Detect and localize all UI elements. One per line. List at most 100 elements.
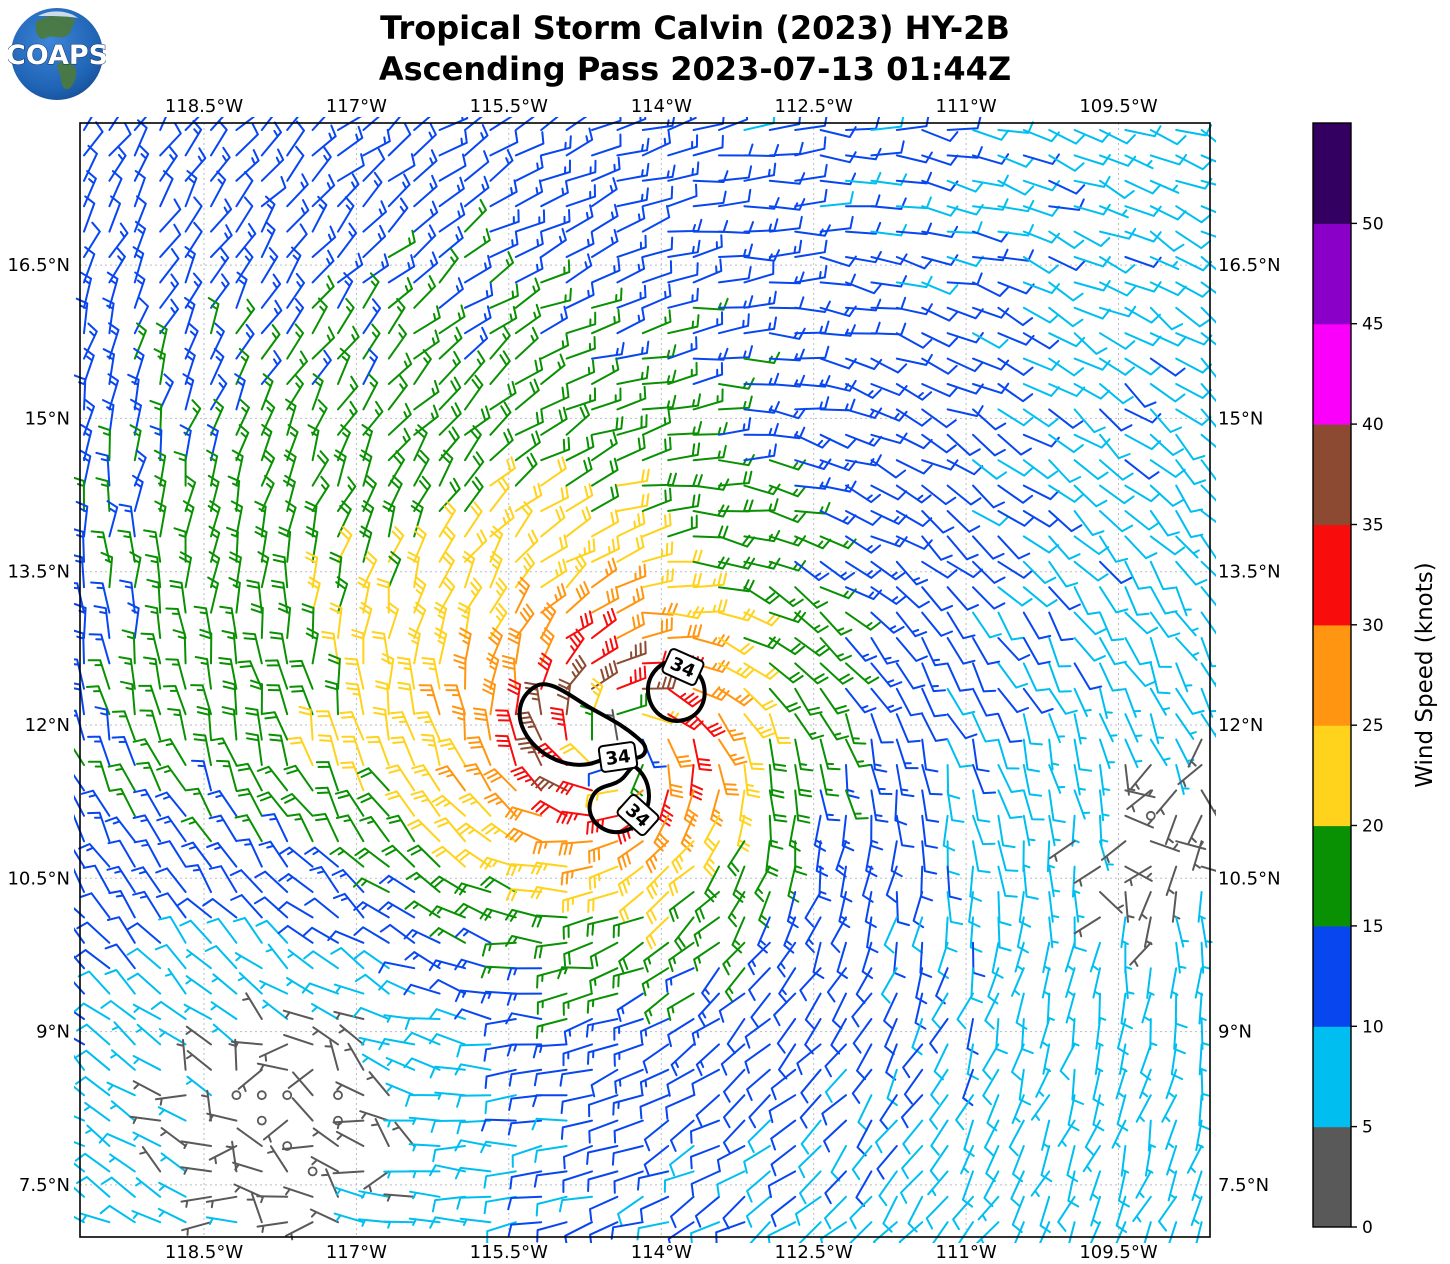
wind-barb: [413, 349, 432, 385]
wind-barb: [750, 992, 771, 1028]
wind-barb: [266, 684, 289, 716]
wind-barb: [794, 764, 813, 798]
wind-barb: [253, 896, 289, 919]
wind-barb: [957, 1221, 974, 1243]
wind-barb: [692, 686, 730, 701]
wind-barb: [74, 773, 85, 792]
wind-barb: [246, 1192, 263, 1224]
wind-barb: [870, 275, 908, 288]
wind-barb: [795, 1195, 822, 1226]
wind-barb: [925, 1195, 949, 1230]
wind-barb: [287, 813, 314, 843]
wind-barb: [208, 551, 221, 589]
colorbar-tick-label: 45: [1362, 315, 1384, 335]
wind-barb: [591, 387, 622, 411]
wind-barb: [127, 602, 140, 639]
wind-barb: [533, 941, 568, 959]
wind-barb: [591, 229, 619, 258]
wind-barb: [459, 1217, 492, 1227]
wind-barb: [353, 926, 390, 944]
wind-barb: [250, 679, 263, 716]
wind-barb: [154, 791, 187, 817]
wind-barb: [409, 1190, 441, 1200]
wind-barb: [74, 1085, 85, 1097]
wind-barb: [641, 260, 673, 284]
wind-barb: [489, 577, 508, 614]
wind-barb: [560, 1094, 593, 1115]
wind-barb: [565, 282, 595, 309]
wind-barb: [919, 941, 933, 978]
wind-barb: [129, 551, 142, 589]
wind-barb: [133, 220, 147, 258]
wind-barb: [1082, 1145, 1101, 1173]
wind-barb: [606, 709, 619, 741]
wind-barb: [286, 223, 308, 258]
wind-barb: [454, 1166, 492, 1180]
colorbar-tick-label: 10: [1362, 1017, 1384, 1037]
wind-barb: [1022, 230, 1060, 244]
wind-barb: [87, 659, 111, 690]
wind-barb: [132, 1080, 162, 1097]
wind-barb: [1073, 687, 1092, 718]
wind-barb: [514, 326, 539, 360]
wind-barb: [207, 576, 219, 614]
wind-barb: [882, 1195, 898, 1233]
wind-barb: [242, 992, 263, 1020]
calm-circle: [307, 1166, 318, 1177]
wind-barb: [453, 654, 467, 690]
wind-barb: [106, 916, 136, 944]
wind-barb: [671, 840, 695, 874]
wind-barb: [438, 577, 456, 614]
wind-barb: [870, 296, 907, 310]
wind-barb: [205, 1195, 238, 1209]
wind-barb: [895, 303, 933, 316]
wind-barb: [1175, 306, 1211, 328]
wind-barb: [557, 966, 593, 980]
wind-barb: [488, 627, 503, 665]
wind-barb: [1099, 256, 1136, 274]
wind-barb: [878, 1170, 898, 1207]
wind-barb: [324, 1039, 339, 1071]
wind-barb: [378, 901, 416, 919]
wind-barb: [216, 759, 238, 792]
wind-barb: [768, 239, 803, 258]
wind-barb: [371, 1118, 390, 1147]
wind-barb: [184, 399, 202, 436]
wind-barb: [362, 148, 386, 182]
wind-barb: [565, 387, 597, 411]
wind-barb: [946, 865, 962, 901]
wind-barb: [845, 560, 882, 579]
wind-barb: [1149, 408, 1183, 433]
wind-barb: [429, 875, 466, 893]
wind-barb: [1175, 459, 1207, 486]
wind-barb: [333, 1010, 365, 1020]
wind-barb: [972, 248, 1009, 262]
wind-barb: [591, 536, 620, 563]
wind-barb: [359, 1110, 390, 1122]
wind-barb: [794, 265, 828, 284]
wind-barb: [667, 314, 700, 335]
wind-barb: [387, 173, 411, 208]
wind-barb: [946, 221, 983, 234]
wind-barb: [75, 500, 89, 538]
wind-barb: [1190, 1195, 1203, 1227]
wind-barb: [646, 865, 670, 900]
wind-barb: [880, 967, 898, 1004]
wind-barb: [637, 1170, 670, 1191]
wind-barb: [929, 1145, 949, 1181]
wind-barb: [108, 890, 136, 919]
wind-barb: [929, 1018, 949, 1054]
wind-barb: [259, 980, 289, 995]
wind-barb: [641, 369, 677, 385]
wind-barb: [230, 894, 263, 919]
wind-barb: [108, 122, 132, 157]
plot-frame: [79, 122, 1211, 1238]
wind-barb: [1099, 662, 1125, 692]
wind-barb: [228, 577, 241, 614]
wind-barb: [852, 1018, 873, 1054]
wind-barb: [870, 637, 900, 665]
wind-barb: [332, 892, 365, 919]
wind-barb: [514, 357, 544, 385]
wind-barb: [534, 742, 568, 766]
wind-barb: [250, 603, 264, 639]
